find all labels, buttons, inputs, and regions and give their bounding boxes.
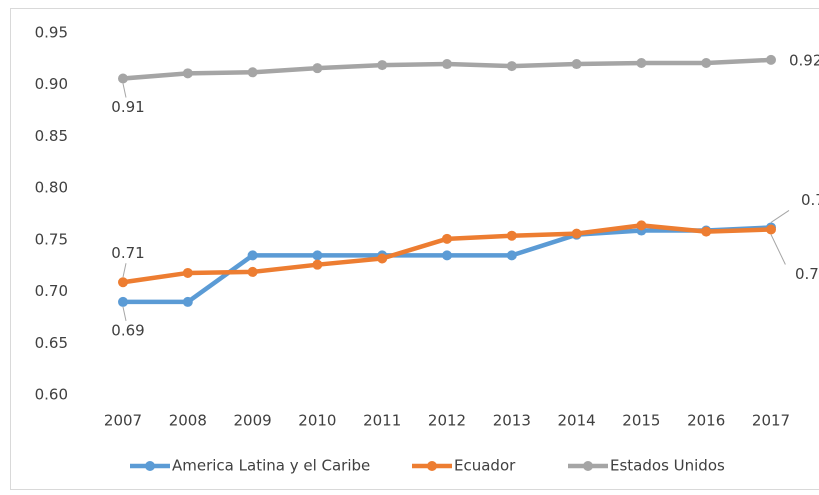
- point: [442, 59, 452, 70]
- legend-label: Ecuador: [454, 457, 516, 475]
- point: [377, 253, 388, 264]
- point: [312, 63, 323, 74]
- point: [182, 296, 193, 307]
- label-leader: [770, 234, 786, 265]
- legend-label: Estados Unidos: [610, 457, 725, 475]
- y-tick-label: 0.85: [35, 127, 68, 145]
- point: [118, 73, 128, 84]
- legend-marker: [145, 461, 155, 471]
- x-tick-label: 2017: [752, 412, 790, 430]
- point: [312, 250, 323, 261]
- x-tick-label: 2016: [687, 412, 725, 430]
- point: [701, 57, 712, 68]
- y-tick-label: 0.95: [35, 24, 68, 42]
- point: [182, 68, 193, 79]
- point: [506, 230, 517, 241]
- y-tick-label: 0.90: [35, 75, 68, 93]
- point: [766, 224, 776, 235]
- x-tick-label: 2013: [493, 412, 531, 430]
- legend-marker: [427, 461, 437, 471]
- data-label: 0.92: [789, 51, 819, 69]
- data-label: 0.69: [111, 321, 144, 339]
- point: [766, 54, 776, 65]
- label-leader: [122, 83, 127, 98]
- data-label: 0.91: [111, 98, 144, 116]
- y-tick-label: 0.80: [35, 179, 68, 197]
- point: [701, 226, 712, 237]
- y-tick-label: 0.60: [35, 386, 68, 404]
- point: [247, 266, 258, 277]
- x-tick-label: 2011: [363, 412, 401, 430]
- point: [571, 59, 582, 70]
- data-label: 0.71: [111, 244, 144, 262]
- point: [377, 60, 388, 71]
- point: [571, 228, 582, 239]
- point: [636, 57, 647, 68]
- legend-label: America Latina y el Caribe: [172, 457, 370, 475]
- point: [118, 296, 128, 307]
- y-tick-label: 0.75: [35, 230, 68, 248]
- point: [442, 250, 452, 261]
- x-tick-label: 2007: [104, 412, 142, 430]
- point: [442, 233, 452, 244]
- x-tick-label: 2008: [169, 412, 207, 430]
- point: [506, 250, 517, 261]
- point: [247, 250, 258, 261]
- label-leader: [122, 263, 127, 278]
- point: [506, 61, 517, 72]
- data-label: 0.76: [795, 265, 819, 283]
- point: [312, 259, 323, 270]
- legend-marker: [583, 461, 593, 471]
- label-leader: [770, 210, 790, 223]
- point: [118, 277, 128, 288]
- data-label: 0.76: [801, 191, 819, 209]
- x-tick-label: 2010: [298, 412, 336, 430]
- x-tick-label: 2015: [622, 412, 660, 430]
- point: [636, 220, 647, 231]
- x-tick-label: 2012: [428, 412, 466, 430]
- point: [247, 67, 258, 78]
- y-tick-label: 0.65: [35, 334, 68, 352]
- label-leader: [122, 306, 127, 322]
- point: [182, 267, 193, 278]
- y-tick-label: 0.70: [35, 282, 68, 300]
- x-tick-label: 2009: [234, 412, 272, 430]
- x-tick-label: 2014: [558, 412, 596, 430]
